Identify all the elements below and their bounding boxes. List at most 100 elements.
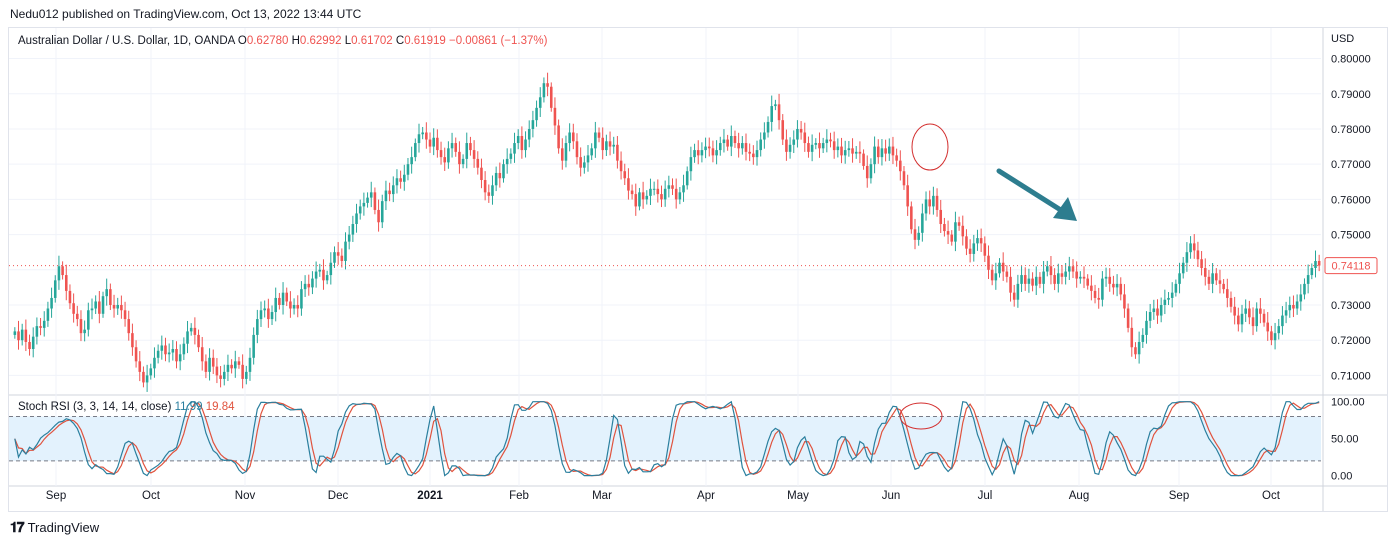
candle-body <box>1034 276 1038 286</box>
candle-body <box>774 104 777 107</box>
candle-body <box>1148 312 1152 321</box>
chart-canvas[interactable]: 0.80000 0.79000 0.78000 0.77000 0.76000 0.750… <box>9 28 1387 511</box>
candle-body <box>1192 243 1196 251</box>
candle-body <box>314 271 318 279</box>
candle-body <box>145 375 149 383</box>
candle-body <box>851 148 854 154</box>
candle-body <box>333 252 336 263</box>
time-tick-label: Jun <box>882 490 901 502</box>
time-tick-label: Nov <box>235 490 256 502</box>
candle-body <box>913 229 917 240</box>
candle-body <box>472 150 476 159</box>
candle-body <box>689 157 693 172</box>
candle-body <box>68 290 72 304</box>
candle-body <box>1068 266 1071 272</box>
candle-body <box>619 160 623 172</box>
candle-body <box>72 303 75 314</box>
candle-body <box>1303 283 1306 295</box>
candle-body <box>1317 260 1321 266</box>
candle-body <box>1053 275 1056 284</box>
candle-body <box>634 194 638 207</box>
candle-body <box>259 310 263 320</box>
candle-body <box>884 148 887 154</box>
candle-body <box>355 213 358 225</box>
candle-body <box>1218 280 1222 284</box>
candle-body <box>1156 308 1159 316</box>
candle-body <box>1064 271 1067 277</box>
candle-body <box>1086 278 1089 286</box>
price-tick-label: 0.77000 <box>1331 159 1371 171</box>
candle-body <box>788 144 792 152</box>
candle-body <box>64 275 68 291</box>
candle-body <box>843 150 847 156</box>
stoch-rsi-d-value: 19.84 <box>205 401 235 413</box>
candle-body <box>1079 276 1082 279</box>
stoch-rsi-k-line <box>14 400 1320 477</box>
candle-body <box>340 255 344 261</box>
candle-body <box>443 157 446 163</box>
candle-body <box>726 139 729 147</box>
candle-body <box>641 192 645 200</box>
candle-body <box>351 224 355 235</box>
candle-body <box>1181 262 1185 274</box>
candle-body <box>796 128 799 140</box>
candle-body <box>90 308 94 311</box>
time-tick-label: Jul <box>978 490 993 502</box>
candle-body <box>1108 276 1112 284</box>
price-tick-label: 0.73000 <box>1331 300 1371 312</box>
candle-body <box>318 269 322 272</box>
time-tick-label: May <box>787 490 809 502</box>
chart-frame[interactable]: 0.80000 0.79000 0.78000 0.77000 0.76000 0.750… <box>8 27 1388 512</box>
candle-body <box>42 320 46 328</box>
candle-body <box>741 143 744 149</box>
candle-body <box>417 134 421 144</box>
candle-body <box>156 350 160 358</box>
candle-body <box>854 151 858 154</box>
candle-body <box>461 158 465 165</box>
candle-body <box>204 361 208 372</box>
time-tick-label: Sep <box>1169 490 1189 502</box>
candle-body <box>505 158 509 165</box>
candle-body <box>538 97 542 108</box>
candle-body <box>549 86 553 108</box>
candle-body <box>583 162 586 168</box>
stoch-rsi-k-value: 11.99 <box>174 401 203 413</box>
candle-body <box>847 148 851 151</box>
candle-body <box>322 269 325 281</box>
low-label: L <box>344 35 352 47</box>
candle-body <box>1248 308 1251 318</box>
candle-body <box>1042 271 1045 284</box>
candle-body <box>715 150 718 156</box>
candle-body <box>127 319 131 334</box>
candle-body <box>524 139 527 151</box>
candle-body <box>858 151 862 154</box>
candle-body <box>226 364 230 372</box>
time-tick-label: 2021 <box>417 490 443 502</box>
candle-body <box>1255 308 1258 327</box>
last-price-value: 0.74118 <box>1332 261 1371 273</box>
candle-body <box>1031 278 1034 286</box>
candle-body <box>520 136 524 151</box>
tradingview-logo[interactable]: 𝟏𝟕 TradingView <box>10 519 99 536</box>
candle-body <box>1119 283 1123 295</box>
candle-body <box>1222 283 1225 290</box>
candle-body <box>178 354 182 362</box>
candle-body <box>1141 334 1145 342</box>
candle-body <box>1259 308 1262 314</box>
candle-body <box>83 329 86 334</box>
candle-body <box>421 132 424 135</box>
candle-body <box>175 348 178 362</box>
time-tick-label: Mar <box>592 490 612 502</box>
stoch-rsi-tick-label: 100.00 <box>1331 397 1365 409</box>
candle-body <box>336 252 340 256</box>
stoch-rsi-tick-label: 0.00 <box>1331 471 1352 483</box>
candle-body <box>873 146 876 165</box>
candle-body <box>384 190 388 202</box>
candle-body <box>1226 289 1229 298</box>
last-price-tag <box>1324 257 1378 275</box>
candle-body <box>829 139 832 142</box>
candle-body <box>1001 262 1005 272</box>
candle-body <box>869 164 873 179</box>
candle-body <box>535 107 538 121</box>
candle-body <box>674 188 678 200</box>
